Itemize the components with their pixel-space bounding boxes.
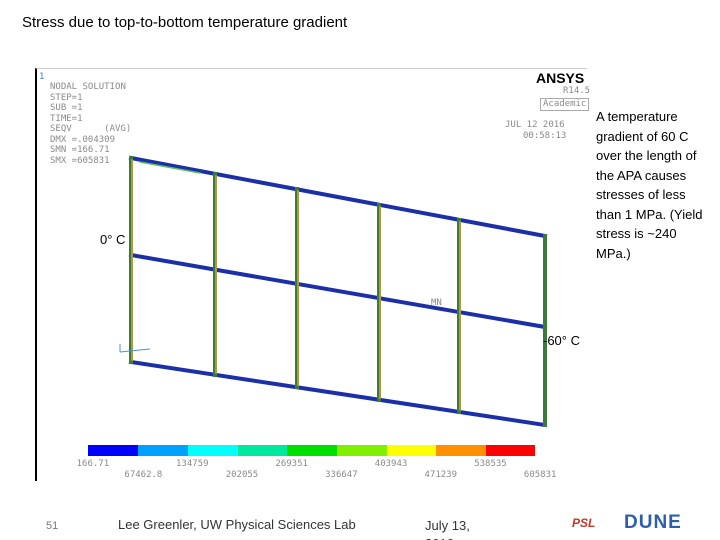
top-temperature: 0° C — [100, 232, 126, 247]
solution-info: NODAL SOLUTION STEP=1 SUB =1 TIME=1 SEQV (AV… — [50, 82, 131, 166]
plot-date: JUL 12 2016 — [505, 120, 565, 130]
ansys-brand: ANSYS — [536, 70, 585, 86]
color-legend — [88, 445, 535, 456]
frame — [128, 155, 548, 428]
solution-line: SMX =605831 — [50, 155, 110, 166]
axis-triad — [119, 344, 151, 353]
psl-logo: PSL — [572, 516, 596, 530]
plot-time: 00:58:13 — [523, 131, 567, 141]
legend-swatch — [337, 445, 387, 456]
legend-label: 336647 — [325, 470, 358, 480]
bottom-beam — [128, 359, 548, 428]
dune-logo: DUNE — [624, 512, 682, 533]
legend-label: 538535 — [474, 459, 507, 469]
min-marker: MN — [431, 298, 442, 308]
ansys-panel — [35, 68, 587, 481]
ansys-edition: Academic — [540, 98, 590, 111]
solution-line: STEP=1 — [50, 92, 83, 103]
legend-swatch — [188, 445, 238, 456]
note: A temperature gradient of 60 C over the … — [596, 109, 703, 261]
legend-swatch — [387, 445, 436, 456]
bottom-temperature: -60° C — [543, 333, 580, 348]
footer-author: Lee Greenler, UW Physical Sciences Lab — [118, 517, 356, 532]
legend-label: 202055 — [225, 470, 259, 480]
solution-line: DMX =.004309 — [50, 134, 116, 145]
solution-line: SEQV (AVG) — [50, 124, 132, 134]
legend-swatch — [138, 445, 188, 456]
slide-title: Stress due to top-to-bottom temperature … — [22, 14, 348, 31]
ansys-version: R14.5 — [563, 86, 591, 96]
legend-swatch — [287, 445, 337, 456]
plot-number: 1 — [39, 72, 45, 82]
solution-line: NODAL SOLUTION — [50, 82, 126, 92]
page-number: 51 — [46, 520, 59, 532]
legend-label: 166.71 — [76, 459, 110, 469]
legend-label: 605831 — [523, 470, 557, 480]
middle-beam — [128, 252, 548, 330]
solution-line: SMN =166.71 — [50, 145, 110, 155]
legend-label: 67462.8 — [124, 470, 163, 480]
legend-label: 471239 — [424, 470, 458, 480]
solution-line: TIME=1 — [50, 113, 83, 124]
solution-line: SUB =1 — [50, 103, 83, 113]
legend-label: 134759 — [176, 459, 209, 469]
legend-label: 403943 — [374, 459, 408, 469]
legend-swatch — [238, 445, 287, 456]
legend-swatch — [88, 445, 138, 456]
stress-highlight — [139, 161, 201, 174]
legend-swatch — [436, 445, 486, 456]
footer-date: July 13, 2016 — [425, 518, 470, 540]
legend-swatch — [486, 445, 535, 456]
top-beam — [128, 155, 548, 239]
legend-label: 269351 — [275, 459, 308, 469]
